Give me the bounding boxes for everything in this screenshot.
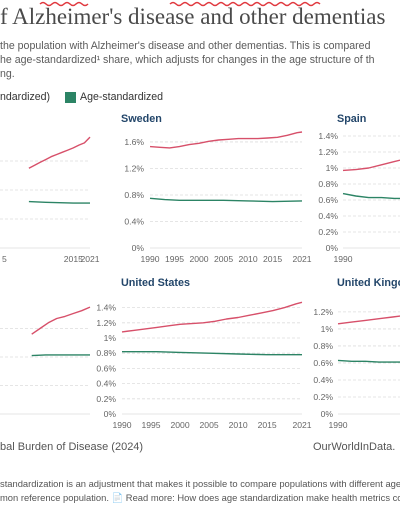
y-tick-label: 0% [326,243,339,253]
panel-title: United Kingo [337,277,400,289]
series-line-all-ages [337,315,400,325]
series-line-all-ages [149,131,303,149]
y-tick-label: 0.8% [313,341,333,351]
series-line-all-ages [31,306,91,335]
y-tick-label: 1% [104,333,117,343]
y-tick-label: 0.8% [96,348,116,358]
footnote-line-2: mon reference population. 📄 Read more: H… [0,492,400,503]
footnote-line-1: standardization is an adjustment that ma… [0,478,400,489]
series-line-age-standardized [28,200,90,204]
y-tick-label: 0.6% [96,363,116,373]
title-underline-decoration [39,1,321,7]
x-tick-label: 2000 [171,420,190,430]
series-line-age-standardized [149,197,303,203]
y-tick-label: 1.6% [124,137,144,147]
x-tick-label: 5 [2,254,7,264]
y-tick-label: 0.2% [96,394,116,404]
y-tick-label: 0.4% [318,211,338,221]
x-tick-label: 1990 [333,254,352,264]
x-tick-label: 2005 [200,420,219,430]
x-tick-label: 1990 [140,254,159,264]
subtitle-line-3: ng. [0,68,15,80]
panel-title: Sweden [121,113,162,125]
y-tick-label: 1.4% [318,131,338,141]
x-tick-label: 2021 [292,254,311,264]
chart-title: f Alzheimer's disease and other dementia… [0,4,386,29]
y-tick-label: 0.2% [318,227,338,237]
series-line-all-ages [342,159,400,172]
y-tick-label: 0% [104,409,117,419]
subtitle-line-2: he age-standardized¹ share, which adjust… [0,54,375,66]
panel-title: United States [121,277,190,289]
y-tick-label: 0.8% [318,179,338,189]
x-tick-label: 1995 [165,254,184,264]
legend-swatch-age-standardized [65,92,76,103]
x-tick-label: 2010 [239,254,258,264]
y-tick-label: 1.4% [96,303,116,313]
x-tick-label: 2005 [214,254,233,264]
y-tick-label: 1.2% [96,318,116,328]
y-tick-label: 0.6% [318,195,338,205]
x-tick-label: 2015 [263,254,282,264]
legend-item-all-ages[interactable]: ndardized) [0,91,51,103]
series-line-all-ages [121,301,303,333]
y-tick-label: 1.2% [124,163,144,173]
subtitle-line-1: the population with Alzheimer's disease … [0,40,371,52]
x-tick-label: 1990 [112,420,131,430]
y-tick-label: 1% [321,324,334,334]
x-tick-label: 2015 [64,254,83,264]
panel-title: Spain [337,113,366,125]
x-tick-label: 1990 [328,420,347,430]
series-line-age-standardized [337,359,400,363]
x-tick-label: 1995 [141,420,160,430]
legend-item-age-standardized[interactable]: Age-standardized [80,91,164,103]
x-tick-label: 2010 [229,420,248,430]
y-tick-label: 0% [132,243,145,253]
series-line-all-ages [28,136,91,169]
y-tick-label: 0.8% [124,190,144,200]
x-tick-label: 2021 [292,420,311,430]
y-tick-label: 1% [326,163,339,173]
y-tick-label: 0.4% [313,375,333,385]
y-tick-label: 0.2% [313,392,333,402]
series-line-age-standardized [31,354,90,357]
source-text: bal Burden of Disease (2024) [0,441,144,453]
y-tick-label: 0% [321,409,334,419]
y-tick-label: 0.4% [96,379,116,389]
series-line-age-standardized [342,192,400,200]
y-tick-label: 1.2% [313,307,333,317]
x-tick-label: 2015 [258,420,277,430]
owid-brand-link[interactable]: OurWorldInData. [313,441,396,453]
y-tick-label: 0.4% [124,216,144,226]
x-tick-label: 2021 [80,254,99,264]
series-line-age-standardized [122,351,302,356]
y-tick-label: 0.6% [313,358,333,368]
x-tick-label: 2000 [189,254,208,264]
y-tick-label: 1.2% [318,147,338,157]
